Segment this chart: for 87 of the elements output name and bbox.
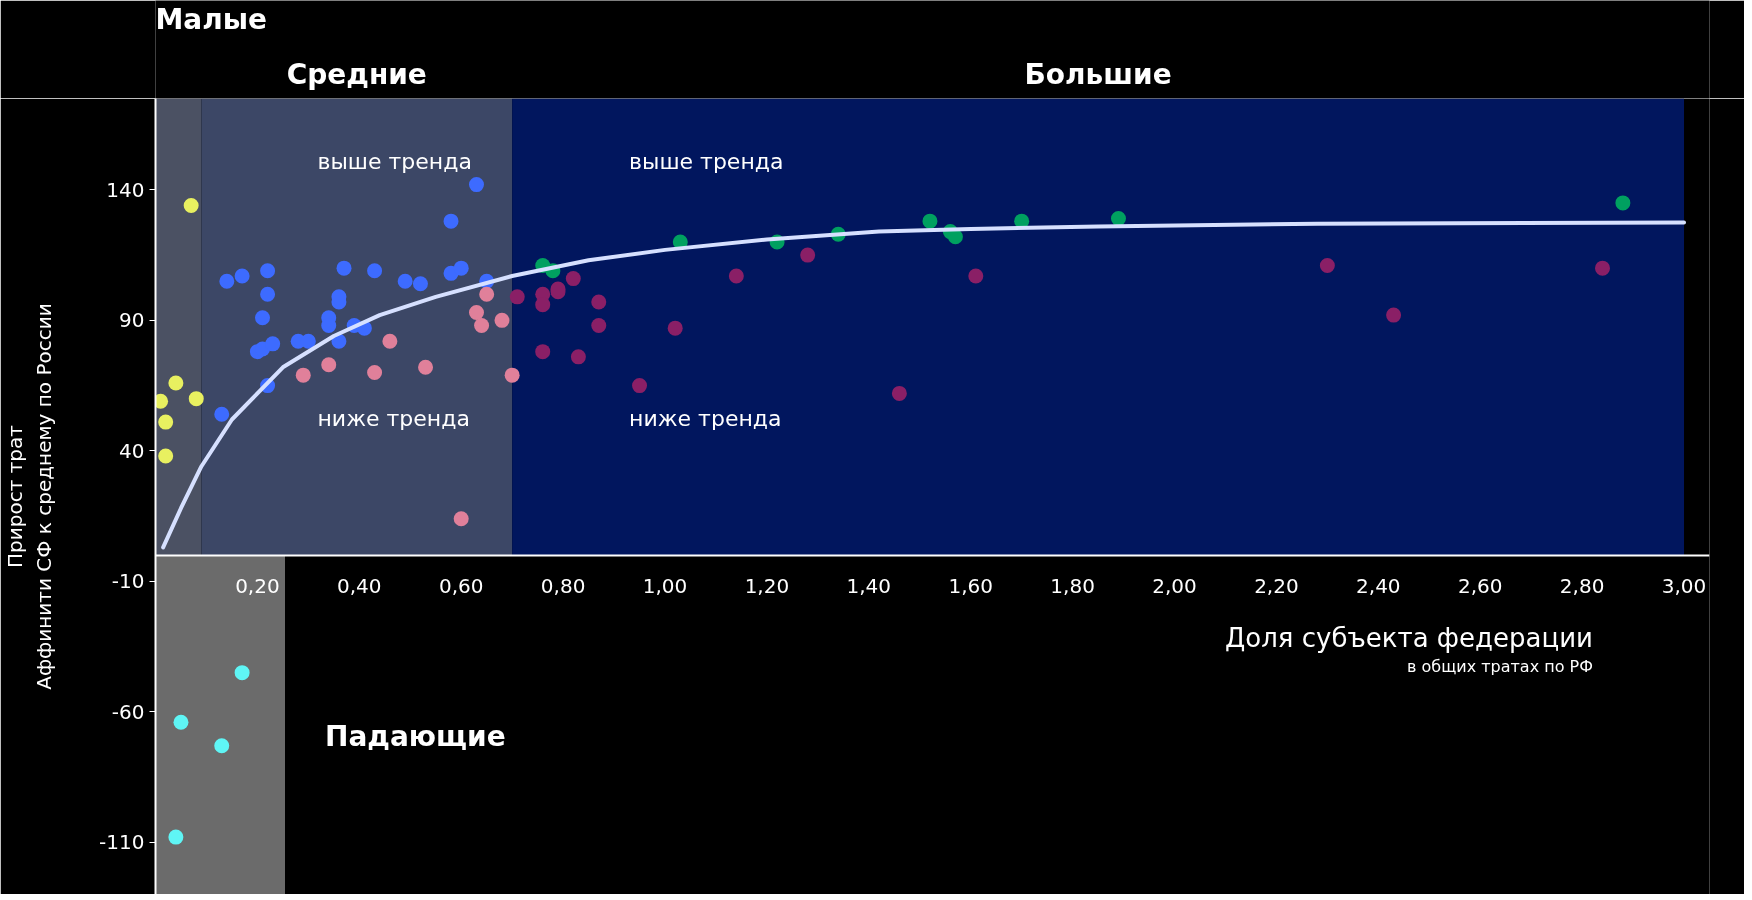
point: [155, 393, 169, 409]
point: [468, 305, 484, 320]
point: [509, 289, 525, 305]
x-tick-label: 1,20: [744, 574, 790, 599]
annotation: выше тренда: [317, 148, 472, 174]
y-tick-label: 40: [119, 438, 145, 463]
point: [219, 273, 235, 289]
point: [1386, 307, 1402, 323]
line-series: [161, 220, 1687, 550]
band-label: Средние: [286, 57, 427, 91]
x-tick-label: 2,40: [1356, 574, 1401, 599]
point: [632, 378, 648, 394]
x-tick-label: 1,60: [948, 574, 993, 599]
point: [382, 333, 398, 349]
point: [183, 198, 199, 213]
x-tick-label: 1,00: [642, 574, 688, 599]
x-tick-label: 0,40: [337, 574, 382, 599]
point: [397, 273, 413, 289]
band-label: Большие: [1024, 57, 1172, 91]
point: [295, 367, 311, 383]
x-tick-label: 2,00: [1152, 574, 1197, 599]
x-tick-label: 2,20: [1254, 574, 1299, 599]
point: [1615, 195, 1631, 211]
band-label: Падающие: [325, 720, 506, 754]
point: [1110, 211, 1126, 227]
point: [468, 177, 484, 193]
point: [667, 320, 683, 336]
point: [728, 268, 744, 284]
y-tick-label: -60: [111, 699, 145, 724]
x-tick-label: 1,80: [1050, 574, 1095, 599]
x-tick-label: 0,60: [438, 574, 484, 599]
point: [453, 511, 469, 527]
point: [260, 286, 276, 302]
point: [260, 263, 276, 279]
y-tick-label: -10: [111, 569, 145, 594]
point: [479, 286, 495, 302]
point: [504, 367, 520, 383]
y-tick-label: -110: [99, 830, 145, 855]
x-tick-label: 0,80: [540, 574, 586, 599]
point: [443, 213, 459, 229]
point: [234, 665, 250, 681]
point: [891, 385, 907, 401]
point: [591, 294, 607, 310]
x-tick-label: 3,00: [1661, 574, 1707, 599]
point: [234, 268, 250, 284]
point: [535, 297, 551, 313]
point: [570, 349, 586, 365]
point: [173, 714, 189, 730]
y-axis-title: Прирост трат Аффинити СФ к среднему по России: [3, 303, 57, 690]
point: [418, 359, 434, 375]
point: [367, 365, 383, 381]
point: [321, 357, 337, 373]
point: [968, 268, 984, 284]
annotation: выше тренда: [629, 148, 784, 174]
x-tick-label: 0,20: [235, 574, 280, 599]
point: [565, 271, 581, 287]
point: [474, 318, 490, 334]
annotation: ниже тренда: [317, 405, 470, 431]
annotation: ниже тренда: [629, 405, 782, 431]
x-tick-label: 1,40: [846, 574, 892, 599]
point: [591, 318, 607, 334]
x-tick-label: 2,80: [1559, 574, 1605, 599]
point: [255, 310, 270, 326]
point: [947, 229, 963, 245]
y-tick-label: 90: [119, 308, 145, 333]
point: [158, 414, 174, 430]
point: [453, 260, 469, 276]
x-axis-title: Доля субъекта федерации в общих тратах по РФ: [1224, 623, 1593, 677]
point: [800, 247, 816, 263]
point: [214, 738, 230, 754]
x-tick-label: 2,60: [1457, 574, 1503, 599]
y-tick-label: 140: [106, 177, 145, 202]
point: [494, 312, 510, 328]
point: [168, 375, 184, 391]
point: [214, 406, 230, 422]
point: [922, 213, 938, 229]
point: [1595, 260, 1610, 276]
point: [168, 829, 184, 845]
point: [265, 336, 281, 352]
point: [336, 260, 352, 276]
point: [1319, 258, 1335, 274]
point: [535, 344, 551, 360]
point: [158, 448, 174, 464]
band-label: Малые: [155, 3, 268, 37]
point: [367, 263, 383, 279]
point: [188, 391, 204, 407]
point: [412, 276, 428, 292]
